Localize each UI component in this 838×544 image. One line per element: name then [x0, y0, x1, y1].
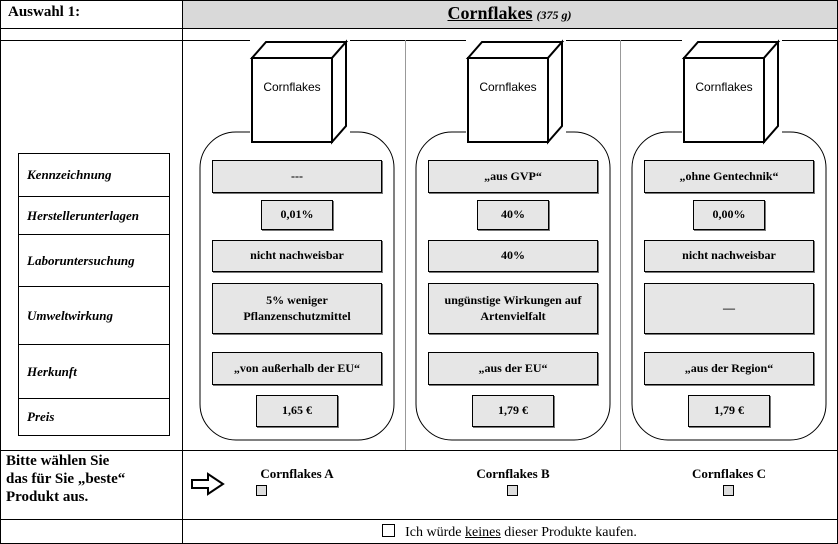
box-label: Cornflakes: [695, 80, 753, 94]
prompt-line: Bitte wählen Sie: [6, 453, 110, 469]
attribute-value: 5% weniger Pflanzenschutzmittel: [212, 283, 382, 334]
attribute-label: Herstellerunterlagen: [19, 197, 169, 235]
attribute-value: 0,01%: [261, 200, 333, 230]
header-bg: [182, 1, 837, 28]
attribute-label: Herkunft: [19, 345, 169, 399]
option-label: Cornflakes C: [691, 466, 767, 481]
attribute-value: „aus GVP“: [428, 160, 598, 193]
box-label: Cornflakes: [263, 80, 321, 94]
none-text: Ich würde: [405, 525, 466, 540]
attribute-value: ungünstige Wirkungen auf Artenvielfalt: [428, 283, 598, 334]
attribute-list: Kennzeichnung Herstellerunterlagen Laborun…: [18, 153, 170, 436]
attribute-value: 40%: [428, 240, 598, 272]
header-label: Auswahl 1:: [8, 4, 81, 20]
box-front: [683, 57, 765, 143]
attribute-label: Preis: [19, 399, 169, 436]
attribute-label: Kennzeichnung: [19, 154, 169, 197]
box-top: [465, 41, 565, 59]
option-label: Cornflakes B: [476, 466, 550, 481]
attribute-value: nicht nachweisbar: [212, 240, 382, 272]
box-label: Cornflakes: [479, 80, 537, 94]
attribute-value: 0,00%: [693, 200, 765, 230]
choice-prompt: Bitte wählen Sie das für Sie „beste“ Produ…: [6, 452, 125, 506]
option-label: Cornflakes A: [260, 466, 334, 481]
attribute-label: Umweltwirkung: [19, 287, 169, 345]
attribute-value: 1,65 €: [256, 395, 338, 427]
none-text: dieser Produkte kaufen.: [500, 525, 637, 540]
box-side: [547, 39, 563, 145]
attribute-value: 40%: [477, 200, 549, 230]
box-side: [763, 39, 779, 145]
none-text: keines: [465, 525, 501, 540]
subtitle: (375 g): [536, 8, 572, 22]
header-title: Cornflakes (375 g): [182, 3, 837, 24]
checkbox[interactable]: [382, 524, 396, 537]
option-checkbox[interactable]: [507, 485, 518, 496]
option-checkbox[interactable]: [723, 485, 734, 496]
attribute-value: 1,79 €: [472, 395, 554, 427]
attribute-value: „von außerhalb der EU“: [212, 352, 382, 385]
attribute-label: Laboruntersuchung: [19, 235, 169, 287]
box-side: [331, 39, 347, 145]
box-front: [251, 57, 333, 143]
arrow: [191, 472, 225, 496]
none-option[interactable]: Ich würde keines dieser Produkte kaufen.: [182, 524, 837, 541]
attribute-value: —: [644, 283, 814, 334]
title: Cornflakes: [447, 3, 533, 23]
attribute-value: „ohne Gentechnik“: [644, 160, 814, 193]
prompt-line: das für Sie „beste“: [6, 471, 126, 487]
prompt-line: Produkt aus.: [6, 489, 89, 505]
box-top: [681, 41, 781, 59]
box-top: [249, 41, 349, 59]
option-checkbox[interactable]: [256, 485, 267, 496]
attribute-value: nicht nachweisbar: [644, 240, 814, 272]
attribute-value: 1,79 €: [688, 395, 770, 427]
box-front: [467, 57, 549, 143]
attribute-value: „aus der Region“: [644, 352, 814, 385]
attribute-value: „aus der EU“: [428, 352, 598, 385]
attribute-value: ---: [212, 160, 382, 193]
